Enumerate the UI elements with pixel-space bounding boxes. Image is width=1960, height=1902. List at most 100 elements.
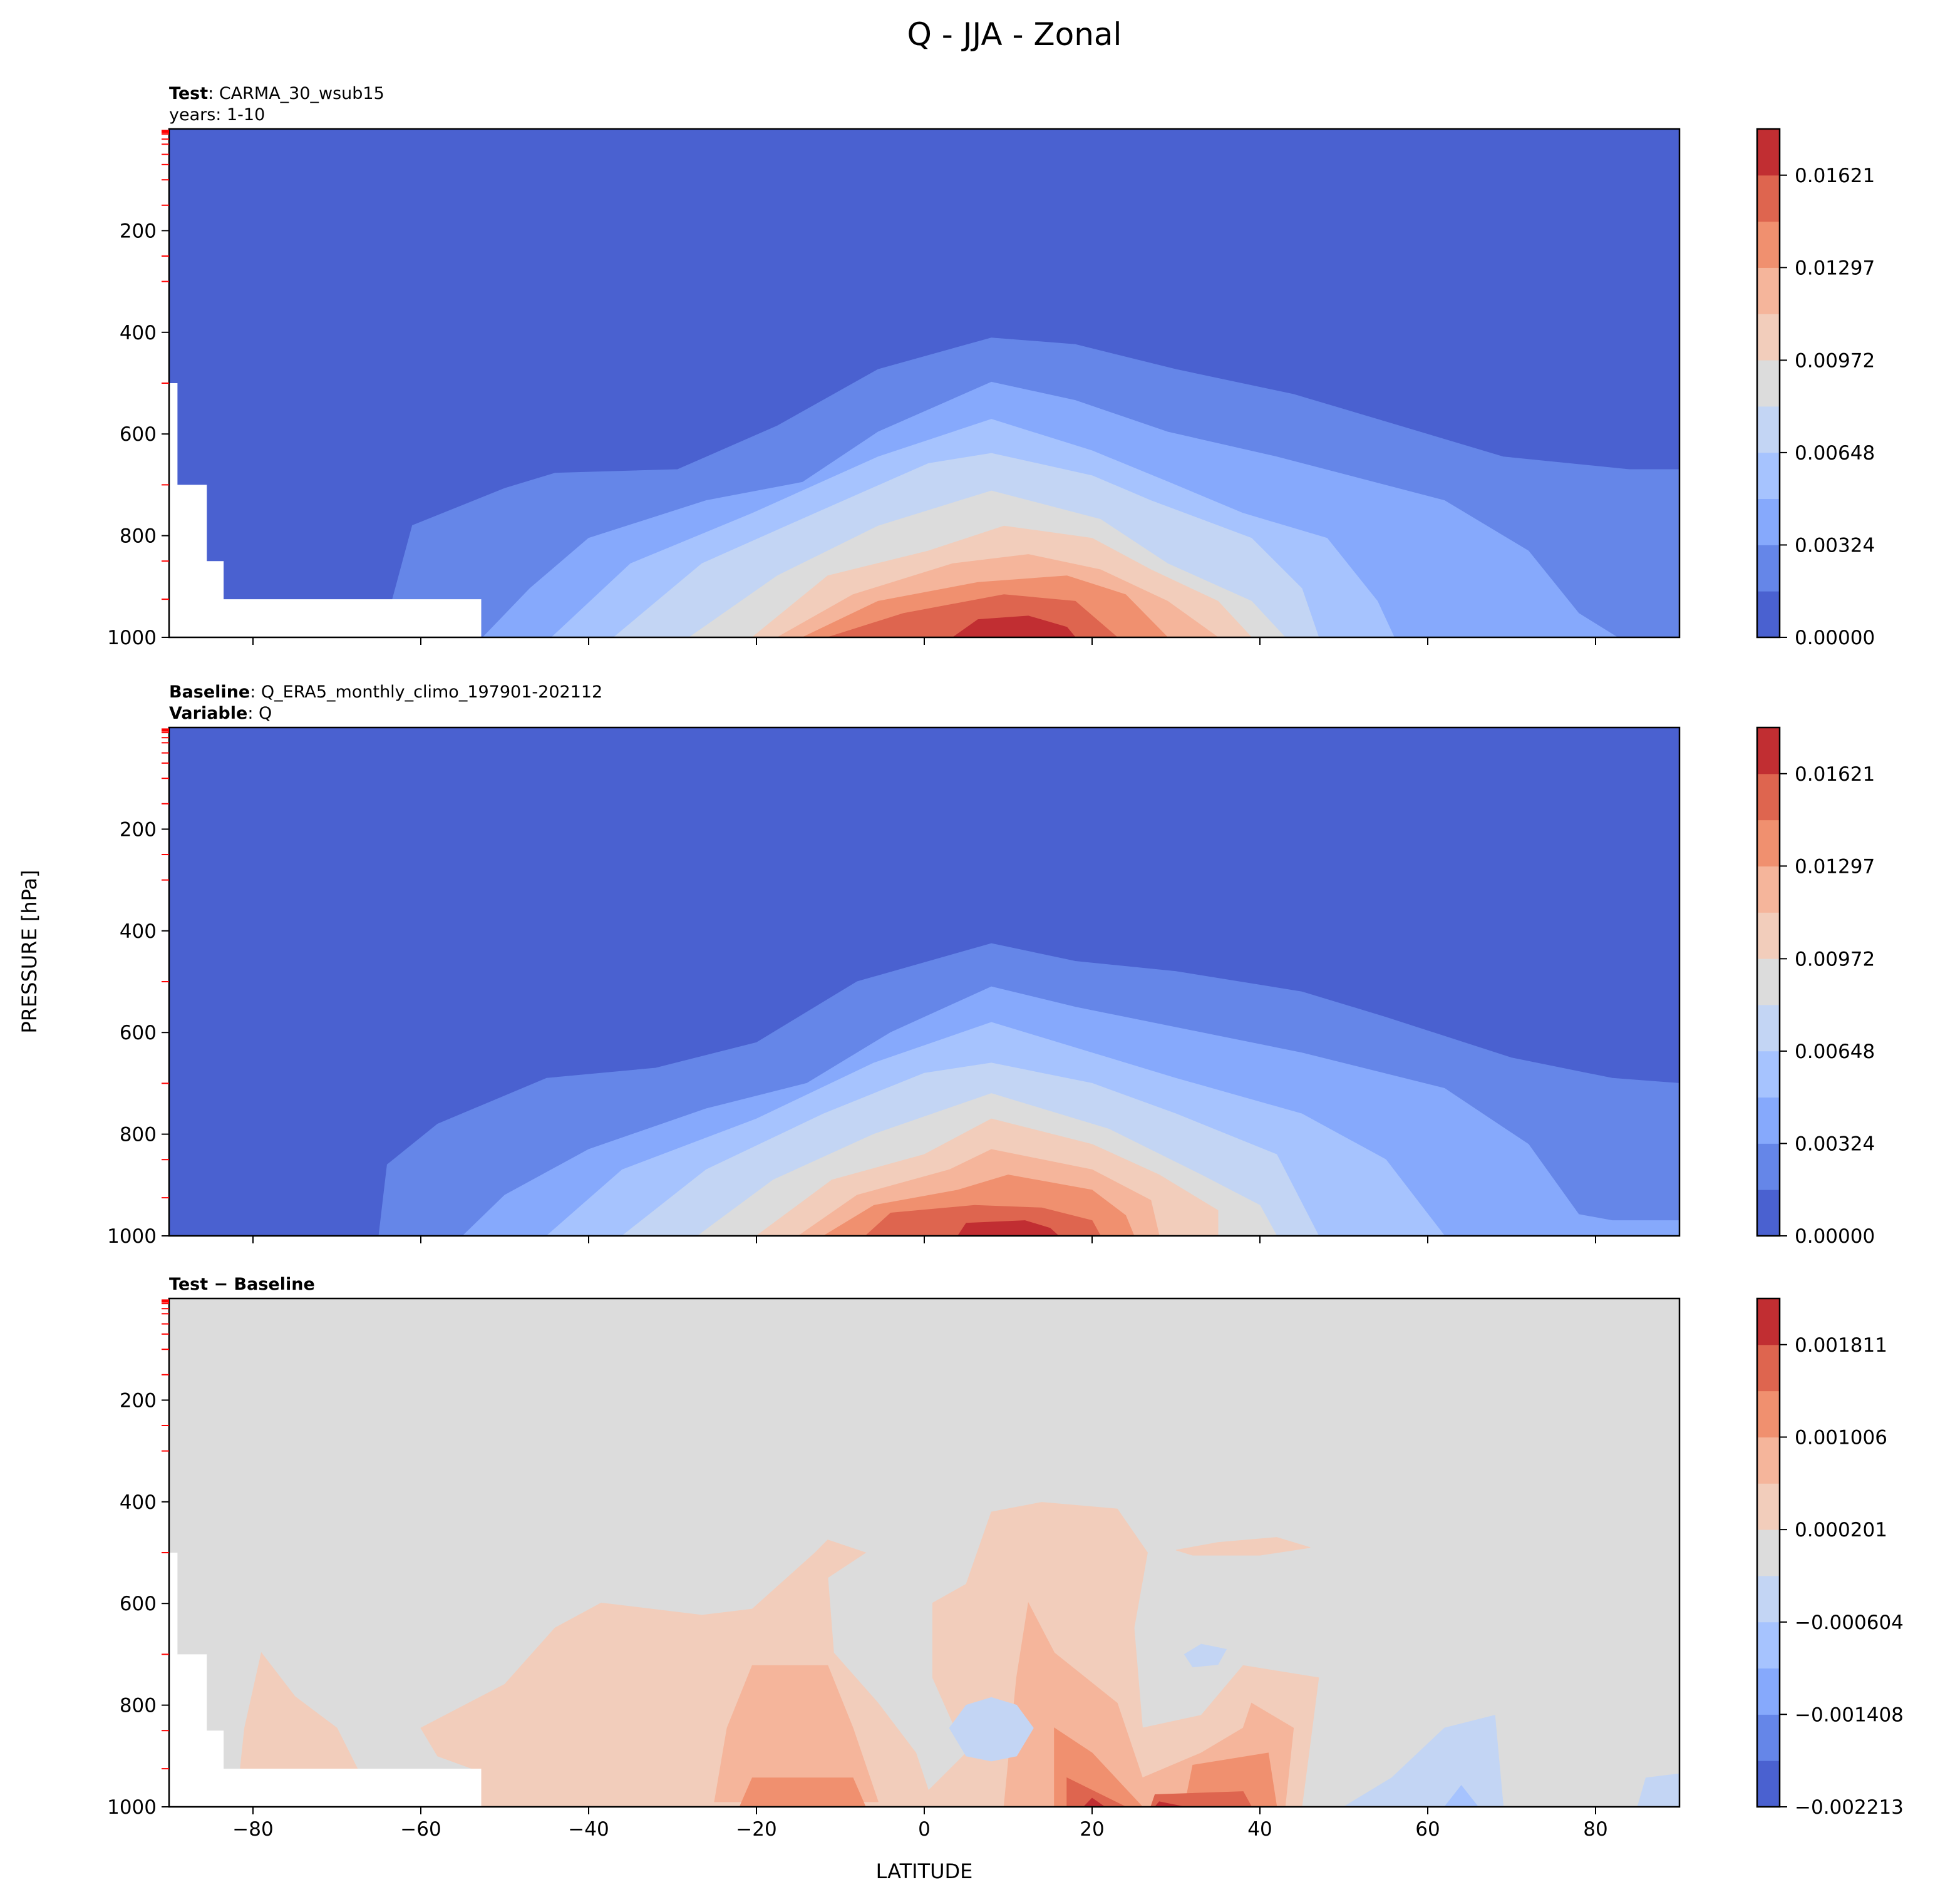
colorbar-band-5 [1757, 360, 1780, 407]
contour-band-9 [1150, 1791, 1252, 1807]
panel-subtitle: Variable: Q [169, 704, 272, 723]
missing-data-region [169, 383, 482, 637]
colorbar-band-5 [1757, 959, 1780, 1005]
y-tick-label: 400 [120, 920, 157, 943]
y-tick-label: 1000 [107, 1225, 157, 1248]
x-tick-label: 0 [918, 1818, 931, 1841]
colorbar-band-0 [1757, 1761, 1780, 1807]
colorbar-band-10 [1757, 1298, 1780, 1345]
subtitle-text: CARMA_30_wsub15 [219, 84, 384, 103]
panel-1: Test: CARMA_30_wsub15 years: 1-10 200 400 60… [107, 84, 1875, 649]
subtitle-key: Variable [169, 704, 247, 723]
colorbar-frame [1756, 128, 1781, 639]
subtitle-text: Q [259, 704, 272, 723]
subtitle-text: Q_ERA5_monthly_climo_197901-202112 [261, 682, 602, 702]
colorbar-band-3 [1757, 1622, 1780, 1669]
contour-band-3 [1444, 1785, 1479, 1807]
contour-band-8 [739, 1777, 866, 1807]
colorbar-tick-label: 0.00648 [1795, 442, 1875, 465]
colorbar-band-7 [1757, 267, 1780, 314]
colorbar-tick-label: 0.01621 [1795, 763, 1875, 786]
colorbar-band-1 [1757, 1143, 1780, 1190]
colorbar-band-9 [1757, 175, 1780, 222]
colorbar-tick-label: 0.00648 [1795, 1041, 1875, 1063]
colorbar: 0.00000 0.00324 0.00648 0.00972 0.01297 0.016… [1756, 726, 1875, 1248]
subtitle-key: Test [169, 84, 208, 103]
colorbar-tick-label: −0.002213 [1795, 1796, 1904, 1819]
contour-band-10 [952, 615, 1076, 637]
colorbar-tick-label: 0.000201 [1795, 1519, 1887, 1541]
colorbar-band-1 [1757, 545, 1780, 592]
subtitle-sep: : [208, 84, 219, 103]
colorbar-band-0 [1757, 1190, 1780, 1236]
x-tick-label: −40 [568, 1818, 609, 1841]
y-axis-label: PRESSURE [hPa] [18, 870, 41, 1033]
x-tick-label: 60 [1415, 1818, 1440, 1841]
colorbar-band-4 [1757, 1575, 1780, 1623]
panel-subtitle: Test: CARMA_30_wsub15 [169, 84, 384, 103]
colorbar-band-8 [1757, 221, 1780, 268]
plot-area [169, 129, 1679, 637]
x-tick-label: 40 [1247, 1818, 1272, 1841]
contour-band-6 [1175, 1537, 1311, 1556]
colorbar-tick-label: 0.01297 [1795, 855, 1875, 878]
colorbar-band-2 [1757, 498, 1780, 545]
y-tick-label: 200 [120, 818, 157, 841]
colorbar: −0.002213 −0.001408 −0.000604 0.000201 0.001… [1756, 1297, 1904, 1819]
contour-band-4 [1637, 1773, 1679, 1807]
colorbar-band-4 [1757, 406, 1780, 453]
colorbar-tick-label: −0.000604 [1795, 1612, 1904, 1634]
contour-band-4 [949, 1697, 1034, 1762]
y-tick-label: 200 [120, 1389, 157, 1412]
x-tick-label: −60 [400, 1818, 441, 1841]
x-axis-label: LATITUDE [876, 1859, 973, 1883]
colorbar-band-7 [1757, 1437, 1780, 1484]
colorbar-band-9 [1757, 1344, 1780, 1392]
y-tick-label: 1000 [107, 627, 157, 649]
colorbar-band-10 [1757, 129, 1780, 176]
y-tick-label: 600 [120, 423, 157, 446]
contour-band-10 [957, 1220, 1060, 1236]
colorbar-tick-label: 0.001006 [1795, 1426, 1887, 1449]
colorbar-band-8 [1757, 1391, 1780, 1437]
y-tick-label: 800 [120, 525, 157, 548]
colorbar-frame [1756, 726, 1781, 1237]
contour-band-7 [714, 1665, 879, 1802]
y-tick-label: 400 [120, 1491, 157, 1514]
contour-band-10 [1083, 1797, 1105, 1807]
plot-area [169, 727, 1679, 1236]
figure-title: Q - JJA - Zonal [907, 16, 1122, 53]
colorbar-tick-label: −0.001408 [1795, 1704, 1904, 1726]
y-tick-label: 800 [120, 1695, 157, 1717]
colorbar-band-2 [1757, 1097, 1780, 1144]
contour-background [169, 1298, 1679, 1807]
y-tick-label: 600 [120, 1593, 157, 1615]
y-tick-label: 1000 [107, 1796, 157, 1819]
colorbar-band-0 [1757, 591, 1780, 638]
x-tick-label: −80 [232, 1818, 273, 1841]
colorbar-band-6 [1757, 1483, 1780, 1530]
colorbar-band-10 [1757, 727, 1780, 774]
y-tick-label: 800 [120, 1124, 157, 1146]
colorbar-tick-label: 0.001811 [1795, 1334, 1887, 1357]
colorbar-band-1 [1757, 1714, 1780, 1761]
contour-band-4 [1343, 1715, 1504, 1807]
colorbar-band-6 [1757, 912, 1780, 959]
y-tick-label: 600 [120, 1022, 157, 1044]
colorbar: 0.00000 0.00324 0.00648 0.00972 0.01297 0.016… [1756, 128, 1875, 649]
panel-subtitle: years: 1-10 [169, 105, 265, 125]
y-tick-label: 400 [120, 322, 157, 344]
x-tick-label: 80 [1583, 1818, 1607, 1841]
panel-subtitle: Test − Baseline [169, 1275, 315, 1294]
colorbar-tick-label: 0.00972 [1795, 349, 1875, 372]
colorbar-band-2 [1757, 1668, 1780, 1715]
colorbar-tick-label: 0.01297 [1795, 257, 1875, 279]
panel-3: Test − Baseline −80 −60 −40 −20 0 20 40 60 80 200 4… [107, 1275, 1904, 1841]
x-tick-label: 20 [1080, 1818, 1104, 1841]
colorbar-band-7 [1757, 866, 1780, 913]
contour-band-6 [235, 1652, 363, 1807]
colorbar-tick-label: 0.00324 [1795, 534, 1875, 557]
colorbar-band-9 [1757, 773, 1780, 821]
colorbar-tick-label: 0.00000 [1795, 1225, 1875, 1248]
